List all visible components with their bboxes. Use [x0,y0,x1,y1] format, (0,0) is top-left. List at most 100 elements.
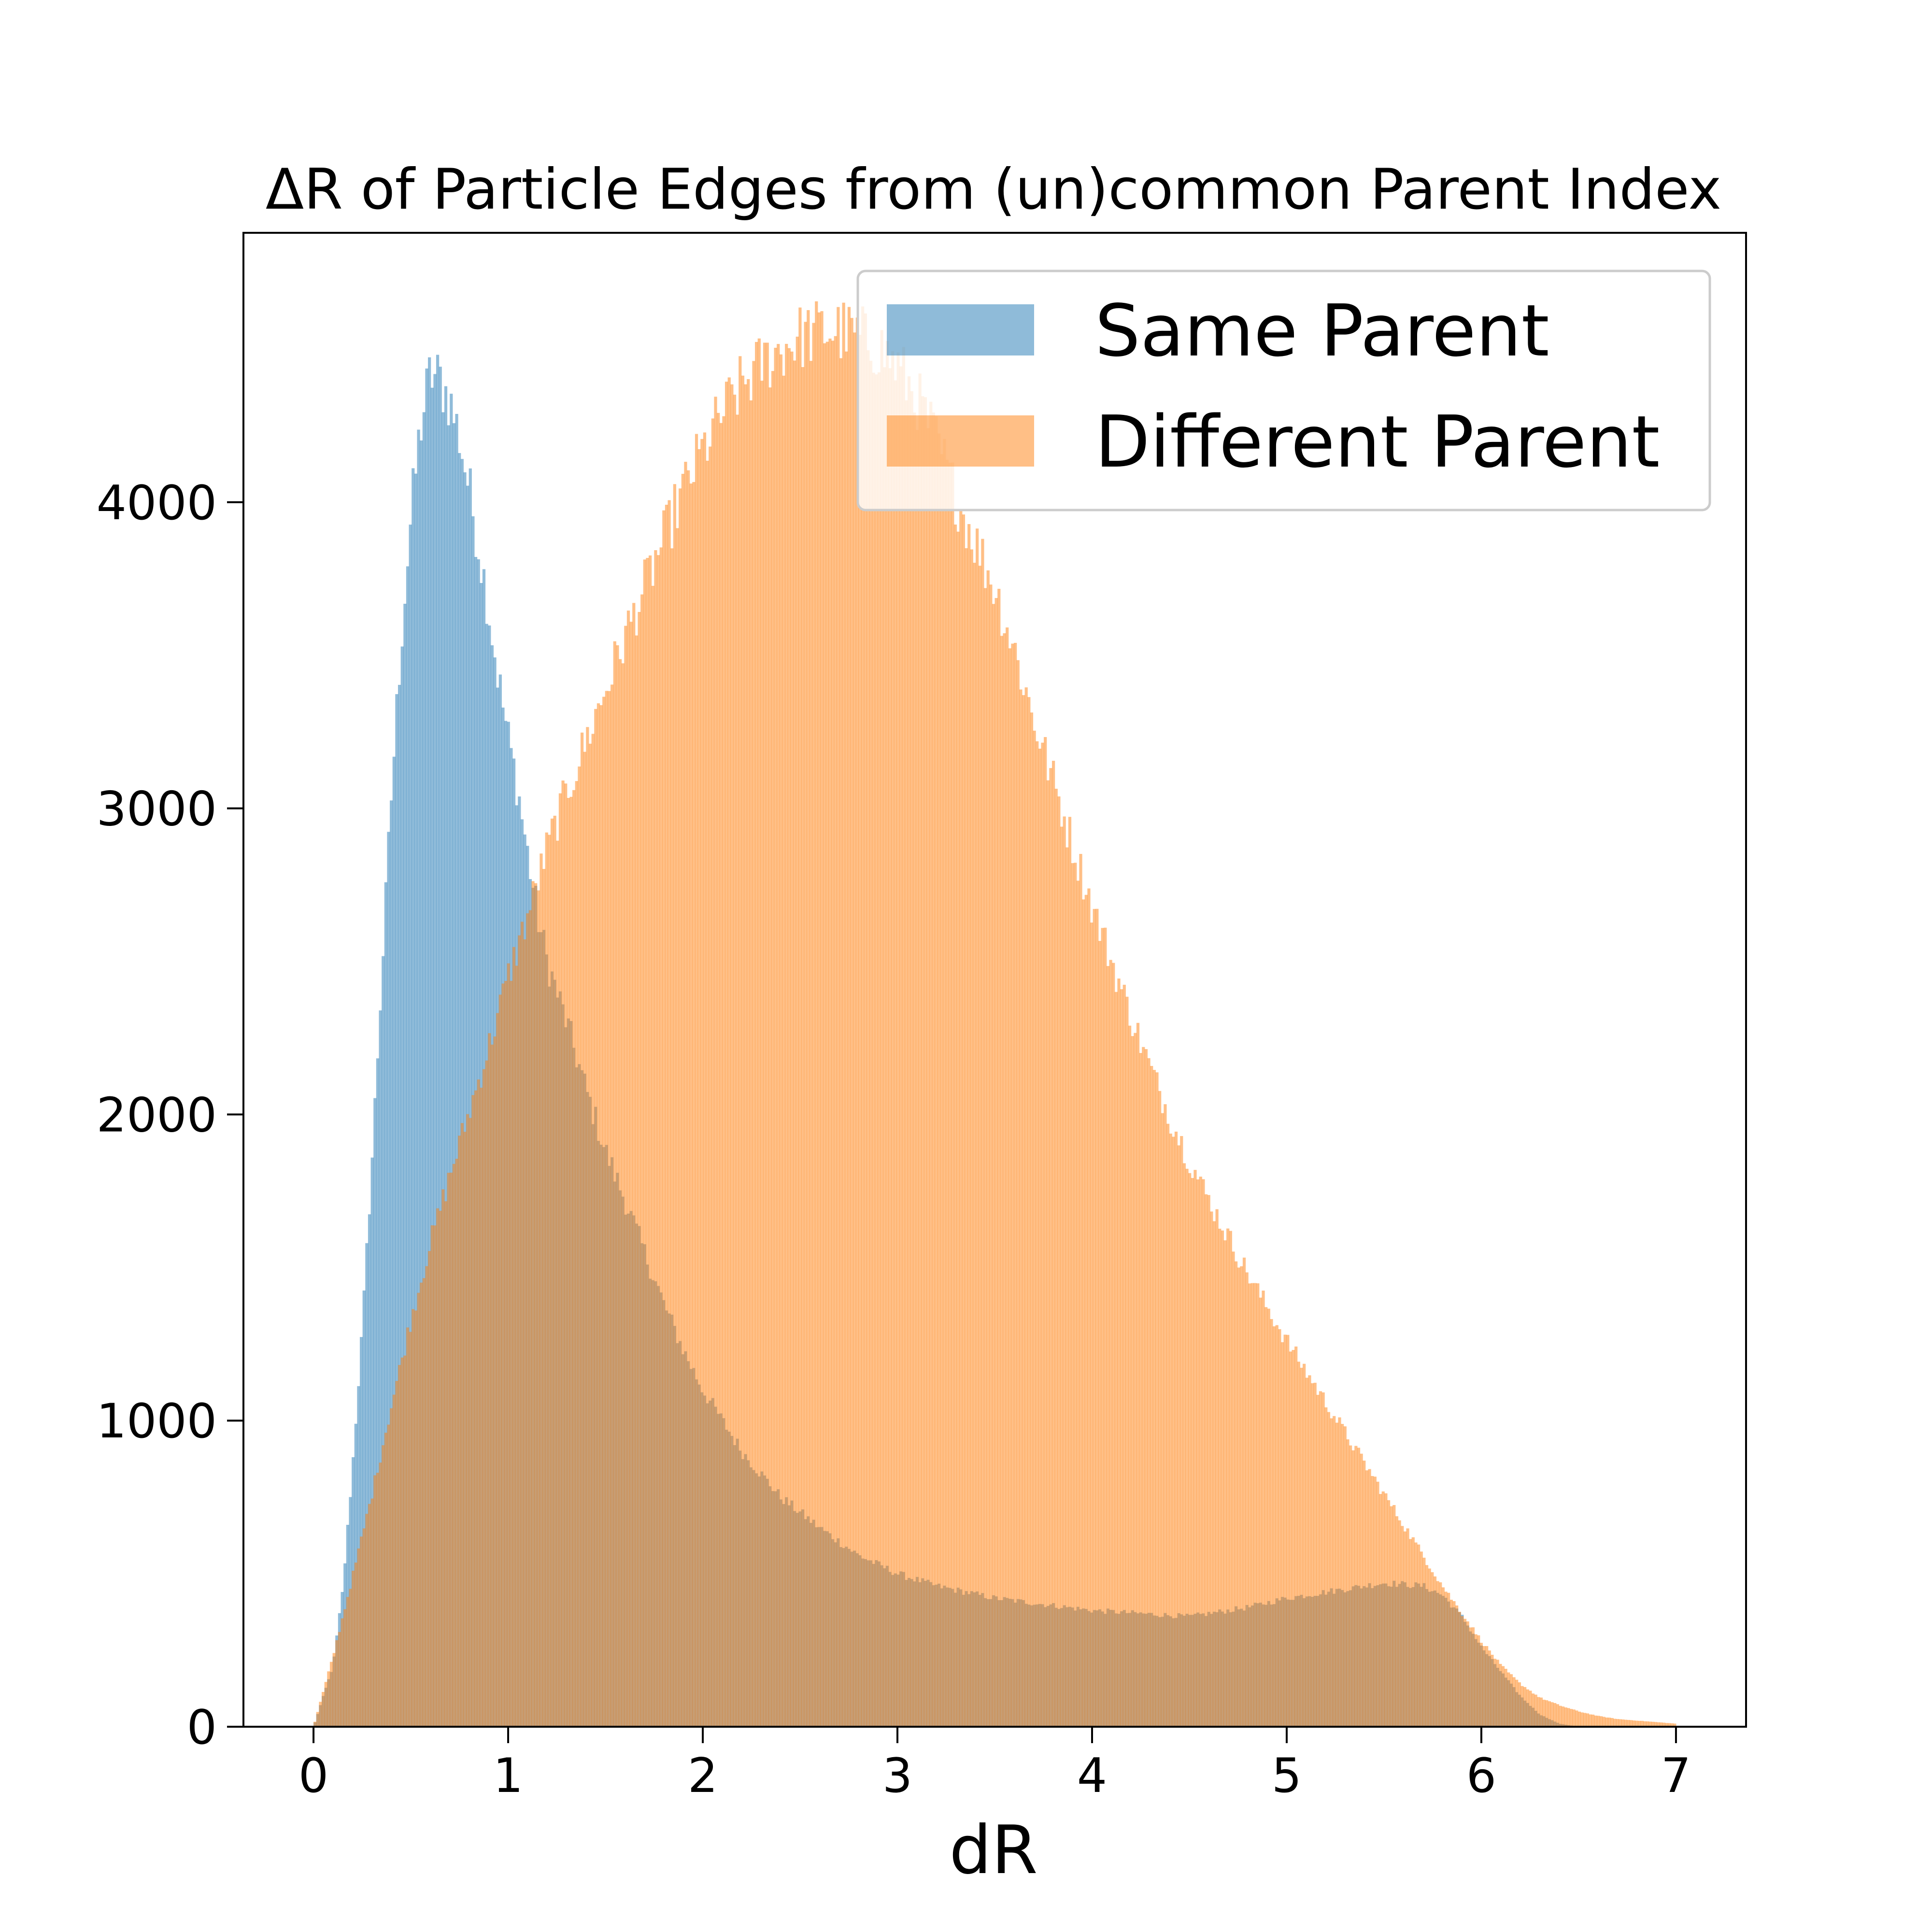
histogram-bar [1082,899,1085,1727]
histogram-bar [376,1058,380,1727]
histogram-bar [1098,941,1102,1727]
x-tick-label: 7 [1661,1748,1691,1804]
histogram-bar [1466,1621,1469,1727]
histogram-bar [450,1172,453,1727]
histogram-bar [534,883,538,1727]
histogram-bar [1567,1708,1570,1727]
histogram-bar [441,412,445,1727]
x-tick-label: 0 [298,1748,328,1804]
histogram-bar [1114,992,1118,1727]
histogram-bar [1420,1551,1423,1727]
histogram-bar [1346,1439,1350,1727]
histogram-bar [528,910,532,1727]
histogram-bar [1286,1335,1290,1727]
histogram-bar [915,430,919,1727]
histogram-bar [1313,1382,1317,1727]
histogram-bar [1150,1065,1153,1727]
histogram-bar [436,1208,440,1727]
histogram-bar [976,528,979,1727]
histogram-bar [1000,636,1004,1727]
histogram-bar [902,347,905,1727]
histogram-bar [343,1609,347,1727]
histogram-bar [1349,1445,1352,1727]
histogram-bar [1262,1291,1265,1727]
histogram-bar [1049,768,1052,1727]
histogram-bar [341,1618,344,1727]
histogram-bar [1117,978,1121,1727]
histogram-bar [1158,1091,1162,1727]
histogram-bar [948,462,952,1727]
histogram-bar [1463,1619,1467,1727]
histogram-bar [1474,1634,1477,1727]
histogram-bar [599,705,603,1727]
histogram-bar [332,1653,336,1727]
histogram-bar [1280,1342,1284,1727]
histogram-bar [447,425,450,1727]
histogram-bar [1303,1364,1306,1727]
histogram-bar [1630,1720,1633,1727]
x-tick-label: 3 [882,1748,912,1804]
histogram-bar [1076,881,1080,1727]
histogram-bar [1602,1717,1605,1727]
histogram-bar [1101,928,1104,1727]
histogram-bar [815,301,818,1727]
histogram-bar [1414,1542,1418,1727]
histogram-bar [1509,1674,1513,1727]
histogram-bar [412,1309,415,1727]
histogram-bar [1027,697,1031,1727]
histogram-bar [989,584,993,1727]
histogram-bar [994,598,998,1727]
histogram-bar [1003,633,1006,1727]
histogram-bar [591,734,595,1727]
histogram-bar [659,547,663,1727]
histogram-bar [1060,826,1064,1727]
histogram-bar [1144,1049,1148,1727]
histogram-bar [417,429,420,1727]
histogram-bar [638,611,641,1727]
histogram-bar [1041,742,1044,1727]
histogram-bar [1333,1416,1336,1727]
histogram-bar [1572,1709,1576,1727]
histogram-bar [918,373,922,1727]
chart-title: ΔR of Particle Edges from (un)common Par… [266,157,1721,222]
histogram-bar [670,548,674,1727]
histogram-bar [662,510,666,1727]
histogram-bar [983,588,987,1727]
histogram-bar [1635,1720,1638,1727]
histogram-bar [755,341,758,1727]
histogram-bar [1046,780,1050,1727]
histogram-bar [392,1394,396,1727]
series-different-parent [313,301,1676,1727]
histogram-bar [1335,1422,1338,1727]
histogram-bar [469,1118,472,1727]
histogram-bar [711,418,714,1727]
histogram-bar [847,307,851,1727]
histogram-bar [550,818,554,1727]
histogram-bar [471,1095,475,1727]
y-tick-label: 3000 [97,782,217,837]
histogram-bar [1327,1412,1331,1727]
histogram-bar [706,460,709,1727]
legend-swatch-same-parent [887,304,1034,355]
histogram-bar [1240,1266,1243,1727]
histogram-bar [1550,1702,1554,1727]
histogram-bar [932,412,935,1727]
histogram-bar [1504,1669,1507,1727]
histogram-bar [885,341,889,1727]
histogram-bar [1433,1576,1437,1727]
histogram-bar [1594,1715,1597,1727]
histogram-bar [1164,1104,1167,1727]
histogram-bar [376,1473,380,1727]
histogram-bar [1188,1173,1192,1727]
histogram-bar [1479,1643,1483,1727]
histogram-bar [1482,1646,1486,1727]
histogram-bar [1616,1719,1619,1727]
histogram-bar [945,459,949,1727]
histogram-bar [1212,1221,1216,1727]
histogram-bar [1518,1682,1521,1727]
histogram-bar [894,380,897,1727]
histogram-bar [490,1044,494,1727]
histogram-bar [807,310,810,1727]
histogram-bar [365,1243,369,1727]
